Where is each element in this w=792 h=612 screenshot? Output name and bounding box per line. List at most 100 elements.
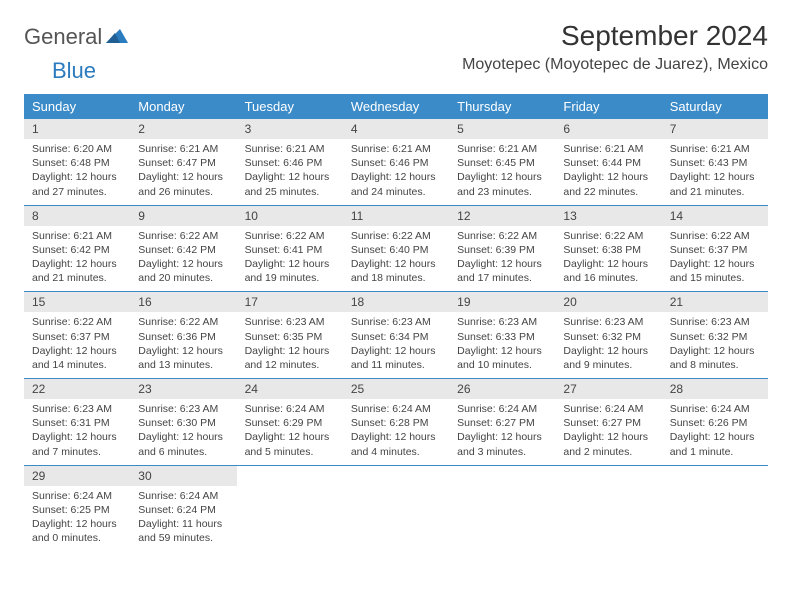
day-line: Sunset: 6:37 PM xyxy=(670,243,760,257)
day-line: and 1 minute. xyxy=(670,445,760,459)
day-line: Daylight: 12 hours xyxy=(563,257,653,271)
day-cell: 11Sunrise: 6:22 AMSunset: 6:40 PMDayligh… xyxy=(343,206,449,292)
day-header: Monday xyxy=(130,94,236,119)
day-line: and 0 minutes. xyxy=(32,531,122,545)
day-line: Sunrise: 6:21 AM xyxy=(245,142,335,156)
day-line: Daylight: 12 hours xyxy=(351,257,441,271)
day-cell: 10Sunrise: 6:22 AMSunset: 6:41 PMDayligh… xyxy=(237,206,343,292)
day-number: 9 xyxy=(130,206,236,226)
logo-triangle-icon xyxy=(106,27,128,48)
day-cell: 26Sunrise: 6:24 AMSunset: 6:27 PMDayligh… xyxy=(449,379,555,465)
day-line: Sunset: 6:43 PM xyxy=(670,156,760,170)
day-line: Sunset: 6:33 PM xyxy=(457,330,547,344)
day-cell: 30Sunrise: 6:24 AMSunset: 6:24 PMDayligh… xyxy=(130,466,236,552)
day-line: and 6 minutes. xyxy=(138,445,228,459)
day-line: Daylight: 11 hours xyxy=(138,517,228,531)
location: Moyotepec (Moyotepec de Juarez), Mexico xyxy=(462,56,768,74)
day-line: and 59 minutes. xyxy=(138,531,228,545)
logo-word1: General xyxy=(24,24,102,50)
day-line: Sunrise: 6:23 AM xyxy=(670,315,760,329)
day-body: Sunrise: 6:23 AMSunset: 6:31 PMDaylight:… xyxy=(24,399,130,465)
day-line: Sunrise: 6:21 AM xyxy=(351,142,441,156)
day-number: 4 xyxy=(343,119,449,139)
day-body: Sunrise: 6:24 AMSunset: 6:28 PMDaylight:… xyxy=(343,399,449,465)
day-body: Sunrise: 6:23 AMSunset: 6:30 PMDaylight:… xyxy=(130,399,236,465)
day-cell: 4 Sunrise: 6:21 AMSunset: 6:46 PMDaylight… xyxy=(343,119,449,205)
day-line: Sunrise: 6:24 AM xyxy=(32,489,122,503)
day-line: Sunrise: 6:22 AM xyxy=(138,229,228,243)
day-body: Sunrise: 6:21 AMSunset: 6:46 PMDaylight:… xyxy=(237,139,343,205)
day-body: Sunrise: 6:24 AMSunset: 6:27 PMDaylight:… xyxy=(449,399,555,465)
day-cell: 15Sunrise: 6:22 AMSunset: 6:37 PMDayligh… xyxy=(24,292,130,378)
day-cell: 19Sunrise: 6:23 AMSunset: 6:33 PMDayligh… xyxy=(449,292,555,378)
day-number: 26 xyxy=(449,379,555,399)
day-header: Thursday xyxy=(449,94,555,119)
day-line: Daylight: 12 hours xyxy=(245,344,335,358)
day-line: Sunrise: 6:22 AM xyxy=(245,229,335,243)
day-number: 10 xyxy=(237,206,343,226)
day-line: Daylight: 12 hours xyxy=(138,344,228,358)
day-header: Wednesday xyxy=(343,94,449,119)
day-body: Sunrise: 6:23 AMSunset: 6:34 PMDaylight:… xyxy=(343,312,449,378)
day-line: Daylight: 12 hours xyxy=(32,170,122,184)
day-line: Sunrise: 6:23 AM xyxy=(351,315,441,329)
day-body: Sunrise: 6:24 AMSunset: 6:25 PMDaylight:… xyxy=(24,486,130,552)
day-line: Daylight: 12 hours xyxy=(351,170,441,184)
day-number: 27 xyxy=(555,379,661,399)
day-line: Daylight: 12 hours xyxy=(457,257,547,271)
day-cell xyxy=(343,466,449,552)
day-number: 30 xyxy=(130,466,236,486)
day-line: Sunrise: 6:20 AM xyxy=(32,142,122,156)
day-line: and 23 minutes. xyxy=(457,185,547,199)
day-line: and 16 minutes. xyxy=(563,271,653,285)
day-body: Sunrise: 6:21 AMSunset: 6:47 PMDaylight:… xyxy=(130,139,236,205)
logo: General xyxy=(24,24,130,50)
day-body: Sunrise: 6:22 AMSunset: 6:36 PMDaylight:… xyxy=(130,312,236,378)
day-line: Daylight: 12 hours xyxy=(32,517,122,531)
day-line: and 22 minutes. xyxy=(563,185,653,199)
day-line: Daylight: 12 hours xyxy=(245,257,335,271)
day-cell xyxy=(555,466,661,552)
day-line: Sunset: 6:42 PM xyxy=(138,243,228,257)
day-cell: 13Sunrise: 6:22 AMSunset: 6:38 PMDayligh… xyxy=(555,206,661,292)
day-line: Daylight: 12 hours xyxy=(563,430,653,444)
day-line: Sunrise: 6:23 AM xyxy=(245,315,335,329)
day-line: Sunrise: 6:24 AM xyxy=(670,402,760,416)
day-header: Sunday xyxy=(24,94,130,119)
day-line: and 21 minutes. xyxy=(32,271,122,285)
day-line: Sunrise: 6:22 AM xyxy=(351,229,441,243)
day-cell: 16Sunrise: 6:22 AMSunset: 6:36 PMDayligh… xyxy=(130,292,236,378)
day-body: Sunrise: 6:24 AMSunset: 6:29 PMDaylight:… xyxy=(237,399,343,465)
day-line: Daylight: 12 hours xyxy=(138,430,228,444)
day-line: Sunrise: 6:21 AM xyxy=(670,142,760,156)
day-body: Sunrise: 6:21 AMSunset: 6:42 PMDaylight:… xyxy=(24,226,130,292)
day-body: Sunrise: 6:23 AMSunset: 6:35 PMDaylight:… xyxy=(237,312,343,378)
day-number: 21 xyxy=(662,292,768,312)
day-number: 6 xyxy=(555,119,661,139)
day-line: Daylight: 12 hours xyxy=(351,344,441,358)
day-line: Sunrise: 6:24 AM xyxy=(245,402,335,416)
day-cell: 2Sunrise: 6:21 AMSunset: 6:47 PMDaylight… xyxy=(130,119,236,205)
day-line: Sunset: 6:36 PM xyxy=(138,330,228,344)
day-number: 28 xyxy=(662,379,768,399)
day-body: Sunrise: 6:23 AMSunset: 6:32 PMDaylight:… xyxy=(555,312,661,378)
day-number: 7 xyxy=(662,119,768,139)
day-line: Daylight: 12 hours xyxy=(457,344,547,358)
day-body: Sunrise: 6:22 AMSunset: 6:37 PMDaylight:… xyxy=(24,312,130,378)
day-line: Sunset: 6:32 PM xyxy=(563,330,653,344)
day-number: 25 xyxy=(343,379,449,399)
day-line: Sunrise: 6:22 AM xyxy=(32,315,122,329)
day-line: and 12 minutes. xyxy=(245,358,335,372)
day-number: 13 xyxy=(555,206,661,226)
day-line: Sunset: 6:24 PM xyxy=(138,503,228,517)
day-body: Sunrise: 6:24 AMSunset: 6:27 PMDaylight:… xyxy=(555,399,661,465)
day-body: Sunrise: 6:23 AMSunset: 6:32 PMDaylight:… xyxy=(662,312,768,378)
day-line: Sunset: 6:47 PM xyxy=(138,156,228,170)
day-number: 18 xyxy=(343,292,449,312)
day-cell: 9Sunrise: 6:22 AMSunset: 6:42 PMDaylight… xyxy=(130,206,236,292)
day-line: Sunset: 6:46 PM xyxy=(351,156,441,170)
day-line: and 14 minutes. xyxy=(32,358,122,372)
day-number: 2 xyxy=(130,119,236,139)
day-cell: 29Sunrise: 6:24 AMSunset: 6:25 PMDayligh… xyxy=(24,466,130,552)
day-line: Daylight: 12 hours xyxy=(457,170,547,184)
